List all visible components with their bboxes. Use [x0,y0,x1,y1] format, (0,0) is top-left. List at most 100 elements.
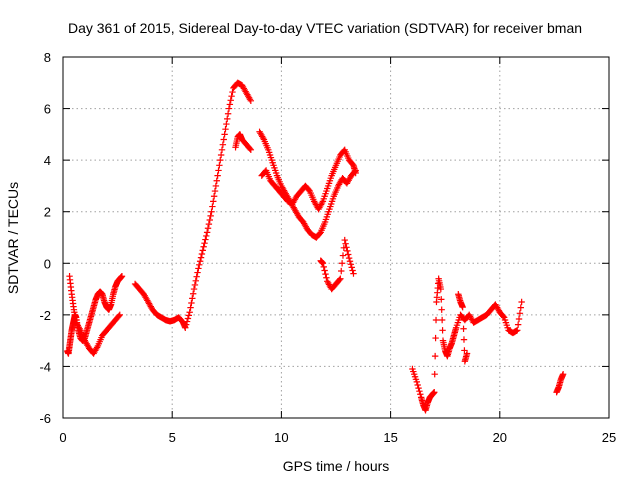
data-point [203,229,211,236]
data-point [196,261,203,269]
data-point [246,145,254,152]
data-point [413,378,421,386]
data-point [218,146,226,154]
grid-lines [63,57,609,418]
data-point [517,304,524,311]
data-point [227,97,234,104]
data-point [352,169,359,177]
data-point [319,260,327,267]
data-point [198,250,206,258]
data-point [228,92,235,100]
data-point [439,327,446,334]
data-point [203,232,210,240]
data-point [184,315,192,322]
data-point [191,281,199,289]
data-point [438,296,445,303]
data-point [224,115,231,123]
data-points [64,79,567,414]
data-point [217,151,225,159]
data-point [348,264,355,271]
data-point [343,244,350,251]
data-point [247,146,255,154]
data-point [221,131,228,138]
data-point [463,350,471,357]
data-point [197,254,205,261]
data-point [432,334,439,342]
data-point [199,247,206,254]
data-point [518,298,525,306]
x-tick-label: 20 [493,430,507,445]
y-tick-label: 0 [44,256,51,271]
data-point [206,216,213,224]
data-point [431,370,438,378]
y-tick-labels: -6 -4 -2 0 2 4 6 8 [39,50,51,426]
data-point [194,269,201,276]
data-point [215,167,222,174]
plot-area-border [62,56,610,419]
data-point [226,101,234,108]
data-point [210,193,218,200]
data-point [345,251,352,258]
data-point [414,381,421,389]
data-point [350,270,357,277]
y-tick-label: 4 [44,153,51,168]
data-point [208,208,215,215]
data-point [205,220,213,228]
data-point [416,387,423,395]
data-point [210,198,217,205]
data-point [337,275,344,282]
y-tick-label: 2 [44,205,51,220]
data-point [338,260,346,267]
y-tick-label: -6 [39,411,51,426]
data-point [186,309,193,316]
chart-title: Day 361 of 2015, Sidereal Day-to-day VTE… [68,20,582,36]
data-point [216,162,223,169]
x-tick-labels: 0 5 10 15 20 25 [59,430,616,445]
data-point [212,182,220,190]
data-point [344,247,351,255]
data-point [321,267,328,274]
data-point [204,225,212,232]
data-point [341,236,348,244]
x-tick-label: 10 [274,430,288,445]
data-point [201,239,208,247]
data-point [190,285,198,293]
data-point [223,120,230,128]
data-point [196,258,204,265]
y-tick-label: -4 [39,359,51,374]
data-point [339,252,347,259]
data-point [115,312,123,320]
x-tick-label: 5 [169,430,176,445]
data-point [346,258,354,265]
data-point [202,236,209,243]
data-point [320,263,327,271]
data-point [118,272,126,280]
data-point [322,270,329,278]
data-point [459,303,466,311]
data-point [336,276,343,283]
data-point [222,126,229,133]
y-tick-label: 8 [44,50,51,65]
data-point [514,321,522,328]
data-point [195,265,202,272]
data-point [207,212,214,220]
data-point [431,352,439,360]
x-tick-label: 15 [383,430,397,445]
data-point [193,273,200,280]
data-point [338,267,345,275]
data-point [432,316,440,324]
data-point [438,316,446,324]
data-point [415,384,422,392]
data-point [460,336,468,343]
data-point [225,105,233,112]
y-axis-label: SDTVAR / TECUs [5,182,21,294]
data-point [219,141,227,148]
data-point [220,136,227,143]
data-point [516,310,524,317]
data-point [347,261,355,268]
data-point [189,290,197,297]
data-point [185,312,192,319]
x-tick-label: 0 [59,430,66,445]
data-point [192,277,199,285]
